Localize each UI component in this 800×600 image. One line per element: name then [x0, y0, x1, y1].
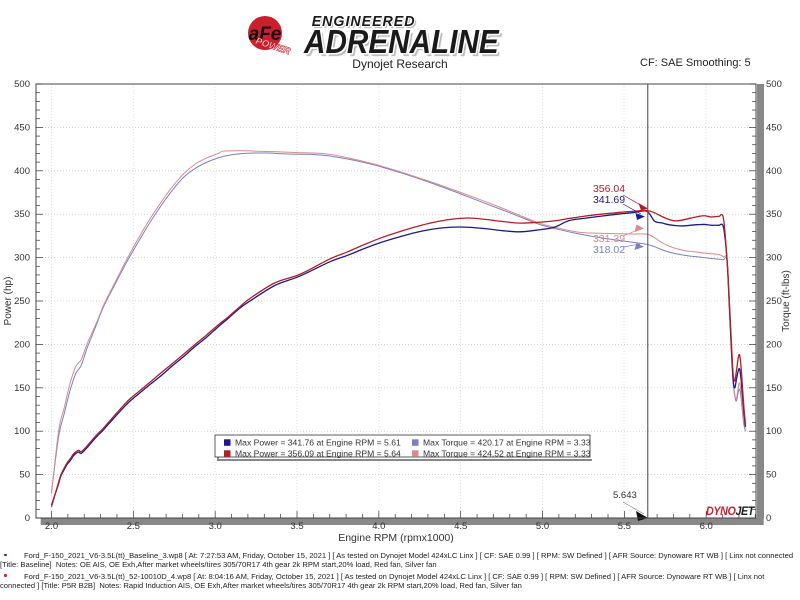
svg-text:300: 300 [766, 253, 782, 264]
svg-text:6.0: 6.0 [700, 521, 713, 532]
svg-text:150: 150 [766, 383, 782, 394]
svg-text:DYNOJET: DYNOJET [706, 506, 755, 518]
svg-text:250: 250 [14, 296, 30, 307]
svg-text:Torque (ft-lbs): Torque (ft-lbs) [781, 270, 792, 332]
svg-text:3.5: 3.5 [290, 521, 303, 532]
svg-text:2.5: 2.5 [127, 521, 140, 532]
svg-text:450: 450 [14, 122, 30, 133]
svg-text:500: 500 [14, 79, 30, 90]
svg-text:Max Torque = 420.17 at Engine: Max Torque = 420.17 at Engine RPM = 3.33 [423, 437, 591, 447]
svg-text:0: 0 [766, 513, 771, 524]
svg-text:250: 250 [766, 296, 782, 307]
svg-text:400: 400 [14, 166, 30, 177]
svg-text:4.5: 4.5 [454, 521, 467, 532]
svg-text:350: 350 [14, 209, 30, 220]
svg-text:450: 450 [766, 122, 782, 133]
svg-text:Max Torque = 424.52 at Engine: Max Torque = 424.52 at Engine RPM = 3.33 [423, 448, 591, 458]
svg-text:318.02: 318.02 [593, 244, 625, 256]
svg-text:Max Power = 356.09 at Engine R: Max Power = 356.09 at Engine RPM = 5.64 [235, 448, 401, 458]
svg-text:500: 500 [766, 79, 782, 90]
svg-text:400: 400 [766, 166, 782, 177]
svg-text:50: 50 [766, 470, 777, 481]
svg-text:350: 350 [766, 209, 782, 220]
svg-text:Power (hp): Power (hp) [3, 277, 14, 326]
svg-text:200: 200 [766, 339, 782, 350]
svg-text:5.5: 5.5 [618, 521, 631, 532]
svg-text:4.0: 4.0 [372, 521, 385, 532]
svg-text:150: 150 [14, 383, 30, 394]
svg-text:5.643: 5.643 [613, 490, 637, 501]
svg-text:Max Power = 341.76 at Engine R: Max Power = 341.76 at Engine RPM = 5.61 [235, 437, 401, 447]
svg-text:200: 200 [14, 339, 30, 350]
svg-text:100: 100 [766, 426, 782, 437]
svg-text:2.0: 2.0 [45, 521, 58, 532]
svg-text:0: 0 [25, 513, 30, 524]
svg-text:Engine RPM (rpmx1000): Engine RPM (rpmx1000) [338, 532, 454, 544]
svg-text:300: 300 [14, 253, 30, 264]
svg-text:50: 50 [19, 470, 30, 481]
svg-text:100: 100 [14, 426, 30, 437]
svg-text:3.0: 3.0 [209, 521, 222, 532]
svg-text:341.69: 341.69 [593, 194, 625, 206]
svg-text:5.0: 5.0 [536, 521, 549, 532]
